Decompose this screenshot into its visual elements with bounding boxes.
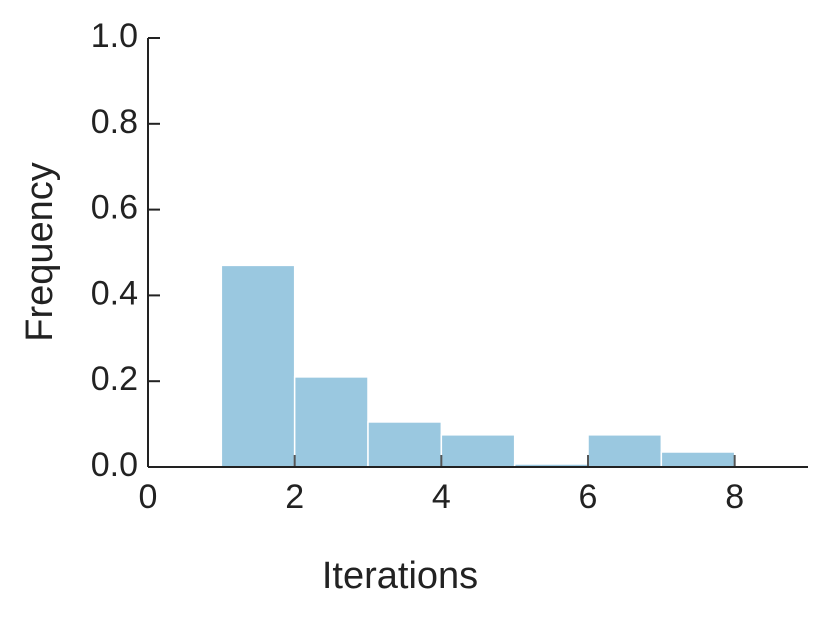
bar: [293, 376, 369, 468]
y-axis-label: Frequency: [19, 162, 61, 342]
y-tick-label: 0.2: [91, 360, 138, 398]
bar: [660, 451, 736, 468]
y-tick-label: 0.6: [91, 189, 138, 227]
y-tick-label: 0.0: [91, 446, 138, 484]
y-tick-label: 1.0: [91, 17, 138, 55]
bar: [587, 434, 663, 468]
bar: [440, 434, 516, 468]
x-axis-label: Iterations: [322, 555, 478, 597]
x-tick-label: 8: [725, 478, 744, 516]
y-tick-label: 0.4: [91, 274, 138, 312]
x-tick-label: 2: [285, 478, 304, 516]
x-tick-label: 0: [139, 478, 158, 516]
x-tick-label: 4: [432, 478, 451, 516]
y-tick-label: 0.8: [91, 103, 138, 141]
x-tick-label: 6: [579, 478, 598, 516]
bar: [367, 421, 443, 468]
bar: [220, 264, 296, 468]
